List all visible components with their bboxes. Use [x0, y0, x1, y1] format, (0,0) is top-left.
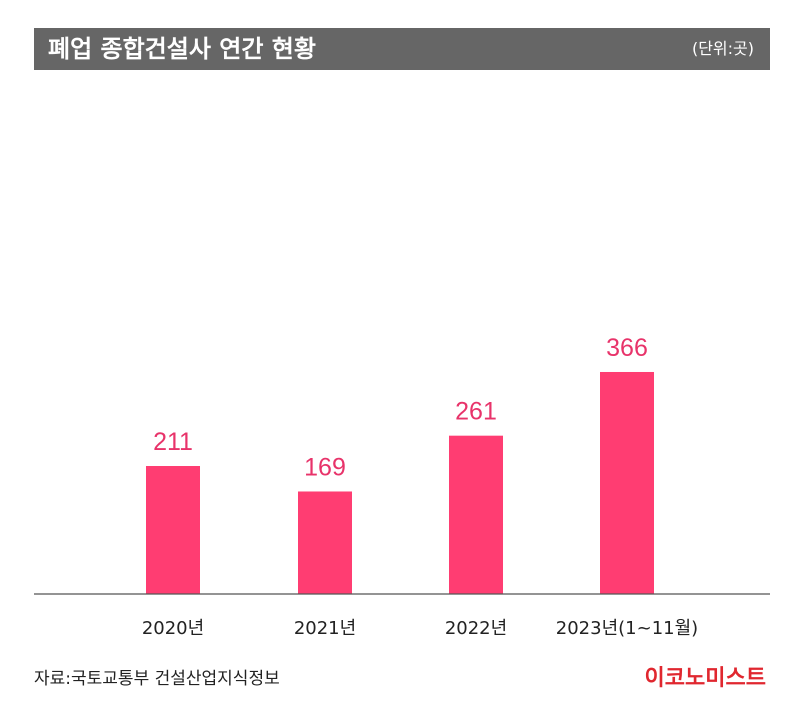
- source-note: 자료:국토교통부 건설산업지식정보: [34, 669, 280, 689]
- bar: [600, 371, 654, 594]
- category-label: 2020년: [142, 618, 204, 639]
- category-label: 2023년(1~11월): [556, 618, 698, 639]
- category-label: 2021년: [294, 618, 356, 639]
- bar: [298, 491, 352, 594]
- chart-title: 폐업 종합건설사 연간 현황: [48, 35, 316, 63]
- value-label: 211: [153, 428, 193, 456]
- brand-logo: 이코노미스트: [644, 666, 766, 691]
- value-label: 366: [606, 334, 648, 362]
- value-label: 261: [455, 398, 497, 426]
- bar: [449, 435, 503, 594]
- category-label: 2022년: [445, 618, 507, 639]
- value-label: 169: [304, 453, 346, 481]
- unit-label: (단위:곳): [691, 39, 754, 58]
- bar: [146, 466, 200, 594]
- header-bar: 폐업 종합건설사 연간 현황 (단위:곳): [34, 28, 770, 70]
